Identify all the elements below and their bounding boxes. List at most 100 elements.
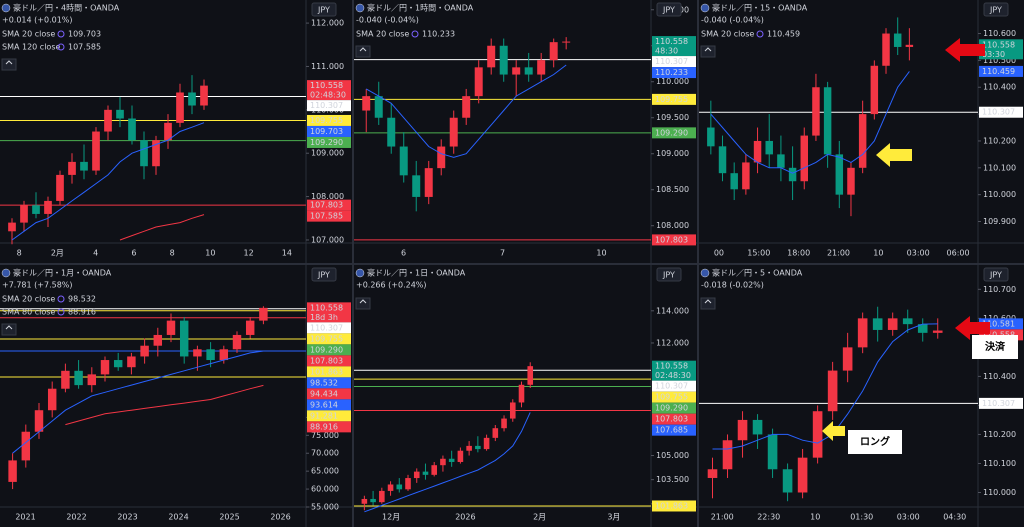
candle-body <box>827 370 838 412</box>
price-tag <box>307 355 351 367</box>
price-tag-label: 110.307 <box>310 101 343 110</box>
price-tag-label: 110.233 <box>655 68 688 77</box>
price-change: +0.014 (+0.01%) <box>2 16 73 25</box>
candle-body <box>905 44 914 47</box>
candle-body <box>140 140 148 167</box>
price-tag <box>979 65 1023 77</box>
price-tag <box>979 329 1023 341</box>
price-tag-label: 110.558 <box>310 81 343 90</box>
collapse-button <box>1 323 17 336</box>
candle-body <box>487 45 496 68</box>
x-tick-label: 2月 <box>51 249 64 258</box>
candle-body <box>166 320 176 335</box>
candle-body <box>361 498 368 504</box>
price-tag <box>307 388 351 400</box>
price-tag-label: 109.755 <box>655 95 688 104</box>
price-tag <box>979 318 1023 330</box>
x-tick-label: 10 <box>205 249 215 258</box>
x-tick-label: 10 <box>596 249 606 258</box>
price-tag <box>307 302 351 323</box>
x-tick-label: 18:00 <box>787 249 810 258</box>
candle-body <box>424 168 433 197</box>
chart-title: 豪ドル／円・1月・OANDA <box>13 268 112 278</box>
annotation: ロング <box>860 435 890 448</box>
indicator-name: SMA 120 close <box>2 43 60 52</box>
price-tag-label: 109.290 <box>655 128 688 137</box>
indicator-name: SMA 20 close <box>701 30 754 39</box>
candle-body <box>902 318 913 325</box>
sma-line <box>365 64 567 158</box>
candle-body <box>457 450 464 462</box>
candle-body <box>44 200 52 214</box>
candle-body <box>858 114 867 168</box>
indicator-value: 110.459 <box>767 30 800 39</box>
price-tag <box>652 391 696 403</box>
candle-body <box>492 428 499 438</box>
candle-body <box>509 402 516 419</box>
sma-line <box>11 122 205 241</box>
candle-body <box>74 370 83 386</box>
y-tick-label: 108.000 <box>311 192 344 201</box>
x-tick-label: 2026 <box>270 513 290 522</box>
candle-body <box>116 109 124 119</box>
price-change: +0.266 (+0.24%) <box>356 281 427 290</box>
x-tick-label: 01:30 <box>850 513 873 522</box>
currency: JPY <box>989 6 1002 15</box>
currency: JPY <box>989 271 1002 280</box>
candle-body <box>87 374 97 386</box>
candle-body <box>47 388 57 411</box>
candle-body <box>219 349 229 361</box>
y-tick-label: 110.000 <box>656 77 689 86</box>
y-tick-label: 110.000 <box>983 190 1016 199</box>
sma-line <box>710 71 910 174</box>
x-tick-label: 6 <box>131 249 136 258</box>
candle-body <box>370 498 376 503</box>
collapse-icon <box>359 47 367 52</box>
flag-icon <box>1 3 11 13</box>
candle-body <box>245 320 255 335</box>
annotation: 決済 <box>985 340 1006 353</box>
price-tag-label: 107.803 <box>310 356 343 365</box>
candle-body <box>524 67 533 75</box>
price-tag-label: 101.863 <box>655 501 688 510</box>
candle-body <box>475 445 481 450</box>
y-tick-label: 108.000 <box>656 221 689 230</box>
indicator-value: 110.233 <box>422 30 455 39</box>
y-tick-label: 111.000 <box>311 62 344 71</box>
price-tag-label: 110.558 <box>982 40 1015 49</box>
red-arrow <box>945 38 985 62</box>
candle-body <box>842 347 853 371</box>
indicator-value: 109.703 <box>68 30 101 39</box>
y-tick-label: 110.600 <box>983 314 1016 323</box>
candle-body <box>797 457 808 493</box>
price-tag <box>652 127 696 139</box>
candle-body <box>431 465 437 475</box>
x-tick-label: 15:00 <box>747 249 770 258</box>
price-tag <box>307 199 351 211</box>
flag-icon <box>700 3 710 13</box>
panel-background <box>354 0 697 263</box>
collapse-icon <box>5 60 13 65</box>
candle-body <box>188 92 196 106</box>
candle-body <box>68 161 76 175</box>
candle-body <box>374 96 383 118</box>
y-tick-label: 108.500 <box>656 185 689 194</box>
indicator-icon <box>57 30 65 38</box>
indicator-value: 88.916 <box>68 308 96 317</box>
candle-body <box>483 437 490 450</box>
price-tag-label: 109.290 <box>310 345 343 354</box>
candle-body <box>200 85 208 106</box>
candle-body <box>562 41 571 43</box>
price-tag <box>652 56 696 68</box>
price-tag <box>307 136 351 148</box>
price-tag <box>307 210 351 222</box>
x-tick-label: 12月 <box>382 513 400 522</box>
price-tag-label: 110.307 <box>655 57 688 66</box>
candle-body <box>422 471 429 475</box>
x-tick-label: 10 <box>873 249 883 258</box>
price-tag <box>652 380 696 392</box>
candle-body <box>140 345 149 357</box>
candle-body <box>34 410 44 432</box>
price-tag-label: 110.307 <box>982 399 1015 408</box>
panel-background <box>699 265 1024 527</box>
